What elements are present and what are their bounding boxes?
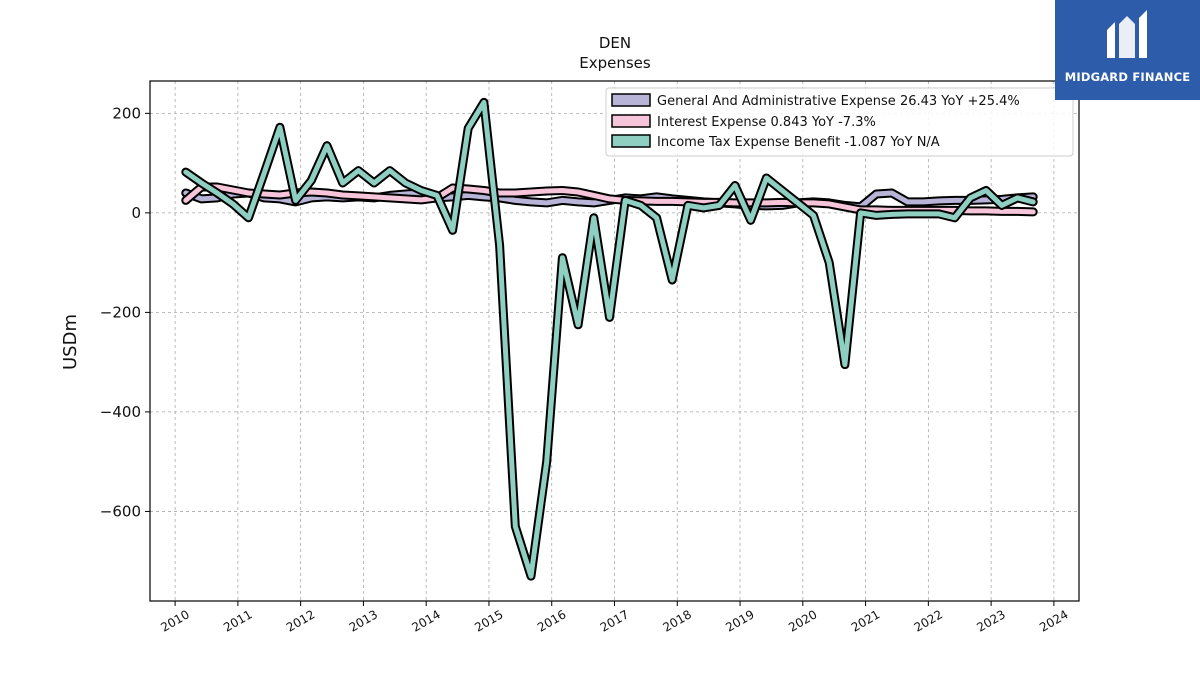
brand-name: MIDGARD FINANCE bbox=[1064, 70, 1191, 84]
x-tick-label: 2019 bbox=[723, 607, 756, 634]
y-tick-label: 0 bbox=[131, 204, 141, 222]
chart-title-text: DEN bbox=[599, 34, 631, 52]
y-tick-label: −200 bbox=[100, 303, 141, 321]
y-tick-label: 200 bbox=[112, 104, 141, 122]
y-axis-ticks: 200 0 −200 −400 −600 bbox=[100, 104, 150, 520]
legend-swatch-interest bbox=[611, 114, 651, 128]
x-tick-label: 2013 bbox=[347, 607, 380, 634]
legend-label-income-tax: Income Tax Expense Benefit -1.087 YoY N/… bbox=[657, 135, 940, 150]
legend-swatch-general-admin bbox=[611, 93, 651, 107]
x-axis-ticks: 2010 2011 2012 2013 2014 2015 2016 2017 2018 2019… bbox=[158, 601, 1071, 635]
series-layer bbox=[181, 97, 1038, 581]
x-tick-label: 2021 bbox=[849, 607, 882, 634]
x-tick-label: 2014 bbox=[409, 607, 442, 634]
x-tick-label: 2012 bbox=[284, 607, 317, 634]
x-tick-label: 2015 bbox=[472, 607, 505, 634]
legend: General And Administrative Expense 26.43… bbox=[605, 87, 1074, 157]
x-tick-label: 2010 bbox=[158, 607, 191, 634]
legend-label-interest: Interest Expense 0.843 YoY -7.3% bbox=[657, 115, 876, 130]
y-tick-label: −400 bbox=[100, 403, 141, 421]
y-tick-label: −600 bbox=[100, 502, 141, 520]
x-tick-label: 2022 bbox=[912, 607, 945, 634]
midgard-logo-icon bbox=[1107, 10, 1147, 58]
brand-logo: MIDGARD FINANCE bbox=[1055, 0, 1200, 100]
x-tick-label: 2020 bbox=[786, 607, 819, 634]
x-tick-label: 2024 bbox=[1037, 607, 1070, 634]
x-tick-label: 2018 bbox=[661, 607, 694, 634]
x-tick-label: 2016 bbox=[535, 607, 568, 634]
legend-swatch-income-tax bbox=[611, 134, 651, 148]
legend-box bbox=[605, 87, 1074, 157]
x-tick-label: 2011 bbox=[221, 607, 254, 634]
series-stroke bbox=[183, 99, 1036, 579]
x-tick-label: 2023 bbox=[974, 607, 1007, 634]
chart-title: DEN Expenses bbox=[579, 34, 651, 72]
legend-label-general-admin: General And Administrative Expense 26.43… bbox=[657, 94, 1020, 109]
y-axis-label: USDm bbox=[60, 314, 81, 370]
x-tick-label: 2017 bbox=[598, 607, 631, 634]
chart-subtitle-text: Expenses bbox=[579, 54, 651, 72]
series-income-tax-line bbox=[181, 97, 1038, 581]
